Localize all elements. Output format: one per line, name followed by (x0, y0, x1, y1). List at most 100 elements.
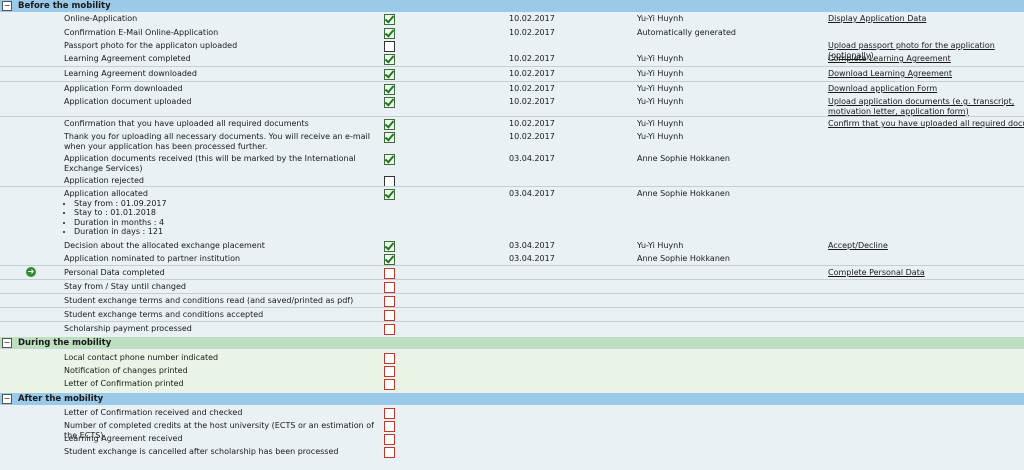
step-name: Student exchange is cancelled after scho… (64, 447, 339, 456)
step-checkbox[interactable] (384, 189, 395, 200)
step-name: Learning Agreement completed (64, 54, 191, 63)
step-checkbox[interactable] (384, 353, 395, 364)
step-row: Student exchange terms and conditions re… (0, 293, 1024, 307)
step-checkbox[interactable] (384, 254, 395, 265)
step-checkbox[interactable] (384, 366, 395, 377)
step-name: Stay from / Stay until changed (64, 282, 186, 291)
duration-months: Duration in months : 4 (74, 218, 379, 228)
step-date: 03.04.2017 (509, 241, 555, 250)
current-step-arrow-icon: ➜ (26, 267, 36, 277)
collapse-toggle-icon[interactable]: − (2, 394, 12, 404)
step-row: Scholarship payment processed (0, 321, 1024, 335)
step-checkbox[interactable] (384, 379, 395, 390)
display-application-link[interactable]: Display Application Data (828, 14, 927, 23)
step-row: Application documents received (this wil… (0, 152, 1024, 174)
step-checkbox[interactable] (384, 241, 395, 252)
step-row: Thank you for uploading all necessary do… (0, 130, 1024, 152)
step-checkbox[interactable] (384, 268, 395, 279)
step-person: Yu-Yi Huynh (637, 132, 684, 141)
complete-learning-agreement-link[interactable]: Complete Learning Agreement (828, 54, 951, 63)
confirm-documents-link[interactable]: Confirm that you have uploaded all requi… (828, 119, 1024, 128)
step-name: Online-Application (64, 14, 138, 23)
step-checkbox[interactable] (384, 154, 395, 165)
step-checkbox[interactable] (384, 421, 395, 432)
step-row: Letter of Confirmation received and chec… (0, 406, 1024, 419)
step-person: Anne Sophie Hokkanen (637, 154, 730, 163)
collapse-toggle-icon[interactable]: − (2, 338, 12, 348)
step-checkbox[interactable] (384, 324, 395, 335)
step-row: Letter of Confirmation printed (0, 377, 1024, 390)
step-name: Letter of Confirmation received and chec… (64, 408, 243, 417)
section-title: Before the mobility (18, 1, 111, 11)
step-name: Local contact phone number indicated (64, 353, 219, 362)
section-header-before: − Before the mobility (0, 0, 1024, 12)
step-row: Student exchange is cancelled after scho… (0, 445, 1024, 458)
step-checkbox[interactable] (384, 434, 395, 445)
step-person: Anne Sophie Hokkanen (637, 254, 730, 263)
step-name: Confirmation E-Mail Online-Application (64, 28, 219, 37)
upload-application-documents-link[interactable]: Upload application documents (e.g. trans… (828, 97, 1015, 116)
step-name: Number of completed credits at the host … (64, 421, 374, 440)
section-body-before: Online-Application 10.02.2017 Yu-Yi Huyn… (0, 12, 1024, 337)
step-row: Application rejected (0, 174, 1024, 187)
step-checkbox[interactable] (384, 54, 395, 65)
step-name: Decision about the allocated exchange pl… (64, 241, 265, 250)
step-person: Yu-Yi Huynh (637, 84, 684, 93)
step-person: Yu-Yi Huynh (637, 69, 684, 78)
download-application-form-link[interactable]: Download application Form (828, 84, 938, 93)
step-row: Application document uploaded 10.02.2017… (0, 95, 1024, 116)
step-row: Learning Agreement completed 10.02.2017 … (0, 52, 1024, 66)
step-row: Notification of changes printed (0, 364, 1024, 377)
step-date: 10.02.2017 (509, 14, 555, 23)
step-checkbox[interactable] (384, 296, 395, 307)
step-checkbox[interactable] (384, 119, 395, 130)
upload-photo-link[interactable]: Upload passport photo for the applicatio… (828, 41, 995, 60)
step-checkbox[interactable] (384, 28, 395, 39)
step-checkbox[interactable] (384, 282, 395, 293)
step-checkbox[interactable] (384, 97, 395, 108)
step-checkbox[interactable] (384, 69, 395, 80)
step-date: 03.04.2017 (509, 189, 555, 198)
step-date: 10.02.2017 (509, 69, 555, 78)
step-date: 03.04.2017 (509, 254, 555, 263)
step-checkbox[interactable] (384, 132, 395, 143)
step-row: Decision about the allocated exchange pl… (0, 239, 1024, 252)
step-person: Yu-Yi Huynh (637, 97, 684, 106)
step-row: Passport photo for the applicaton upload… (0, 39, 1024, 60)
step-checkbox[interactable] (384, 408, 395, 419)
section-body-after: Letter of Confirmation received and chec… (0, 406, 1024, 470)
step-checkbox[interactable] (384, 14, 395, 25)
step-checkbox[interactable] (384, 84, 395, 95)
step-person: Yu-Yi Huynh (637, 54, 684, 63)
accept-decline-link[interactable]: Accept/Decline (828, 241, 888, 250)
step-date: 10.02.2017 (509, 28, 555, 37)
step-row: Application Form downloaded 10.02.2017 Y… (0, 81, 1024, 95)
step-name: Application allocated Stay from : 01.09.… (64, 187, 379, 237)
section-title: After the mobility (18, 394, 104, 404)
step-name: Letter of Confirmation printed (64, 379, 184, 388)
step-name: Student exchange terms and conditions ac… (64, 310, 264, 319)
step-person: Yu-Yi Huynh (637, 241, 684, 250)
step-row: Number of completed credits at the host … (0, 419, 1024, 440)
step-date: 10.02.2017 (509, 54, 555, 63)
step-row: Local contact phone number indicated (0, 351, 1024, 364)
step-name: Learning Agreement received (64, 434, 183, 443)
step-checkbox[interactable] (384, 447, 395, 458)
download-learning-agreement-link[interactable]: Download Learning Agreement (828, 69, 953, 78)
complete-personal-data-link[interactable]: Complete Personal Data (828, 268, 925, 277)
step-name: Personal Data completed (64, 268, 165, 277)
step-date: 03.04.2017 (509, 154, 555, 163)
step-row: Stay from / Stay until changed (0, 279, 1024, 293)
step-date: 10.02.2017 (509, 84, 555, 93)
collapse-toggle-icon[interactable]: − (2, 1, 12, 11)
step-checkbox[interactable] (384, 41, 395, 52)
step-name: Application documents received (this wil… (64, 154, 356, 173)
step-row: Confirmation E-Mail Online-Application 1… (0, 26, 1024, 39)
step-name: Learning Agreement downloaded (64, 69, 197, 78)
step-date: 10.02.2017 (509, 132, 555, 141)
step-name-text: Application allocated (64, 189, 148, 198)
step-checkbox[interactable] (384, 310, 395, 321)
section-body-during: Local contact phone number indicated Not… (0, 351, 1024, 393)
step-date: 10.02.2017 (509, 97, 555, 106)
step-row: Online-Application 10.02.2017 Yu-Yi Huyn… (0, 12, 1024, 26)
